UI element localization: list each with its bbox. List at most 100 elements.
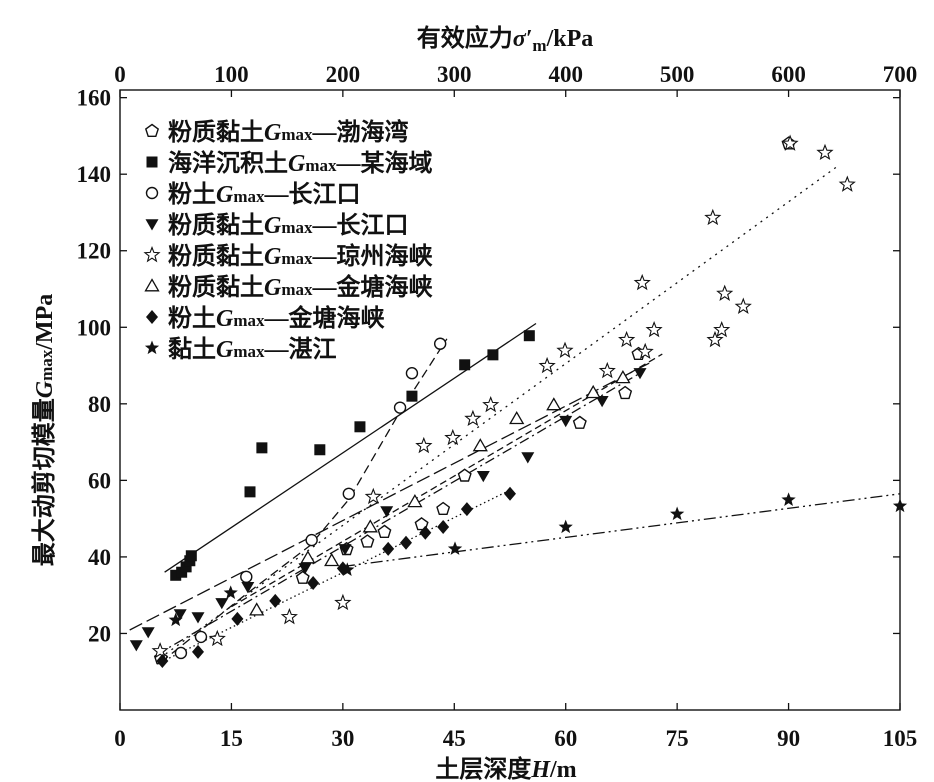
jintang-silty-clay-point bbox=[615, 369, 631, 384]
jintang-silty-clay-point bbox=[546, 397, 562, 411]
zhanjiang-point bbox=[340, 562, 355, 576]
jintang-silty-clay-point bbox=[324, 552, 340, 567]
top-tick-label: 300 bbox=[437, 62, 472, 87]
legend-label-soil: 黏土 bbox=[168, 336, 216, 363]
legend-label-site: —金塘海峡 bbox=[312, 273, 433, 301]
yangtze-silty-clay-fit-line bbox=[129, 362, 650, 631]
top-tick-label: 0 bbox=[114, 62, 126, 87]
sea-area-point bbox=[314, 444, 326, 456]
plot-frame bbox=[119, 89, 901, 711]
legend-label-soil: 粉质黏土 bbox=[168, 274, 264, 301]
legend-label-symbol: G bbox=[288, 151, 306, 177]
legend-label: 粉土Gmax—金塘海峡 bbox=[168, 304, 385, 332]
yangtze-silt-point bbox=[240, 570, 253, 584]
yangtze-silt-series bbox=[174, 337, 447, 660]
x-axis-title-symbol: H bbox=[530, 757, 551, 782]
top-tick-label: 200 bbox=[326, 62, 361, 87]
qiongzhou-strait-point bbox=[556, 341, 574, 358]
bohai-bay-point bbox=[572, 415, 587, 429]
legend-label-site: —长江口 bbox=[264, 181, 361, 208]
y-tick-label: 80 bbox=[88, 392, 111, 417]
legend-label-symbol: G bbox=[264, 275, 282, 301]
yangtze-silty-clay-point bbox=[241, 582, 255, 594]
x-tick-label: 0 bbox=[114, 726, 126, 751]
bohai-bay-point bbox=[295, 570, 310, 584]
legend-label-symbol: G bbox=[264, 213, 282, 239]
sea-area-point bbox=[180, 561, 192, 573]
x-axis-title: 土层深度H/m bbox=[435, 755, 576, 782]
zhanjiang-point bbox=[670, 506, 685, 521]
yangtze-silt-point bbox=[305, 533, 318, 547]
jintang-silt-point bbox=[382, 541, 395, 556]
yangtze-silty-clay-series bbox=[129, 368, 647, 652]
sea-area-fit-line bbox=[164, 322, 537, 573]
yangtze-silty-clay-point bbox=[338, 544, 352, 556]
qiongzhou-strait-point bbox=[208, 629, 226, 647]
legend-label-soil: 粉质黏土 bbox=[168, 119, 264, 146]
jintang-silt-point bbox=[156, 654, 169, 669]
x-tick-label: 45 bbox=[443, 726, 466, 751]
legend-label-site: —渤海湾 bbox=[312, 118, 409, 146]
yangtze-silty-clay-point bbox=[191, 612, 205, 624]
jintang-silt-point bbox=[504, 486, 516, 501]
zhanjiang-point bbox=[892, 498, 908, 513]
legend-label-soil: 海洋沉积土 bbox=[168, 149, 288, 177]
yangtze-silt-point bbox=[405, 367, 419, 380]
y-tick-label: 120 bbox=[77, 239, 112, 264]
yangtze-silt-point bbox=[393, 401, 407, 414]
yangtze-silty-clay-point bbox=[129, 640, 143, 652]
sea-area-point bbox=[256, 442, 268, 454]
legend-label-symbol: G bbox=[264, 120, 282, 146]
y-axis-title-prefix: 最大动剪切模量 bbox=[30, 398, 58, 566]
legend-label-subscript: max bbox=[281, 280, 313, 299]
legend-label-soil: 粉质黏土 bbox=[168, 243, 264, 270]
qiongzhou-strait-point bbox=[618, 330, 636, 348]
qiongzhou-strait-point bbox=[464, 409, 482, 427]
x-tick-label: 105 bbox=[883, 726, 918, 751]
y-tick-label: 100 bbox=[77, 315, 112, 340]
jintang-silty-clay-point bbox=[362, 519, 378, 533]
jintang-silt-point bbox=[269, 593, 282, 608]
x-axis-title-unit: /m bbox=[549, 757, 577, 782]
axis-tick-labels: 0 15 30 45 60 75 90 105 0 100 200 300 400 500 600 700 20… bbox=[77, 62, 918, 751]
jintang-silty-clay-point bbox=[472, 438, 488, 452]
yangtze-silt-point bbox=[194, 630, 208, 644]
yangtze-silty-clay-point bbox=[633, 368, 647, 380]
x-axis-title-prefix: 土层深度 bbox=[435, 755, 532, 782]
yangtze-silty-clay-point bbox=[215, 598, 229, 610]
yangtze-silty-clay-point bbox=[380, 506, 394, 518]
yangtze-silt-point bbox=[433, 337, 447, 350]
qiongzhou-strait-point bbox=[838, 175, 856, 192]
sea-area-point bbox=[244, 486, 256, 498]
sea-area-point bbox=[487, 349, 499, 361]
legend-entry-jintang-silt: 粉土Gmax—金塘海峡 bbox=[146, 304, 385, 332]
legend-label: 海洋沉积土Gmax—某海域 bbox=[168, 149, 433, 177]
legend-label: 黏土Gmax—湛江 bbox=[168, 336, 337, 363]
legend-marker bbox=[145, 186, 159, 200]
legend-label: 粉土Gmax—长江口 bbox=[168, 181, 361, 208]
qiongzhou-strait-point bbox=[415, 436, 433, 454]
legend-label-subscript: max bbox=[281, 125, 313, 144]
legend-marker bbox=[146, 156, 158, 168]
y-tick-label: 60 bbox=[88, 468, 111, 493]
jintang-silty-clay-point bbox=[407, 493, 423, 508]
yangtze-silt-point bbox=[342, 487, 355, 500]
qiongzhou-strait-point bbox=[816, 143, 834, 161]
legend: 粉质黏土Gmax—渤海湾海洋沉积土Gmax—某海域粉土Gmax—长江口粉质黏土G… bbox=[143, 118, 433, 363]
top-tick-label: 500 bbox=[660, 62, 695, 87]
legend-label-subscript: max bbox=[233, 187, 265, 206]
top-tick-label: 600 bbox=[771, 62, 806, 87]
qiongzhou-strait-point bbox=[645, 320, 663, 338]
y-tick-label: 140 bbox=[77, 162, 112, 187]
sea-area-point bbox=[406, 390, 418, 402]
x-tick-label: 60 bbox=[554, 726, 577, 751]
zhanjiang-point bbox=[558, 519, 573, 534]
qiongzhou-strait-point bbox=[444, 428, 462, 446]
yangtze-silty-clay-point bbox=[298, 563, 312, 575]
y-tick-label: 160 bbox=[77, 86, 112, 111]
legend-label-subscript: max bbox=[281, 249, 313, 268]
sea-area-point bbox=[185, 550, 197, 562]
bohai-bay-point bbox=[618, 385, 633, 400]
jintang-silt-series bbox=[156, 486, 516, 669]
